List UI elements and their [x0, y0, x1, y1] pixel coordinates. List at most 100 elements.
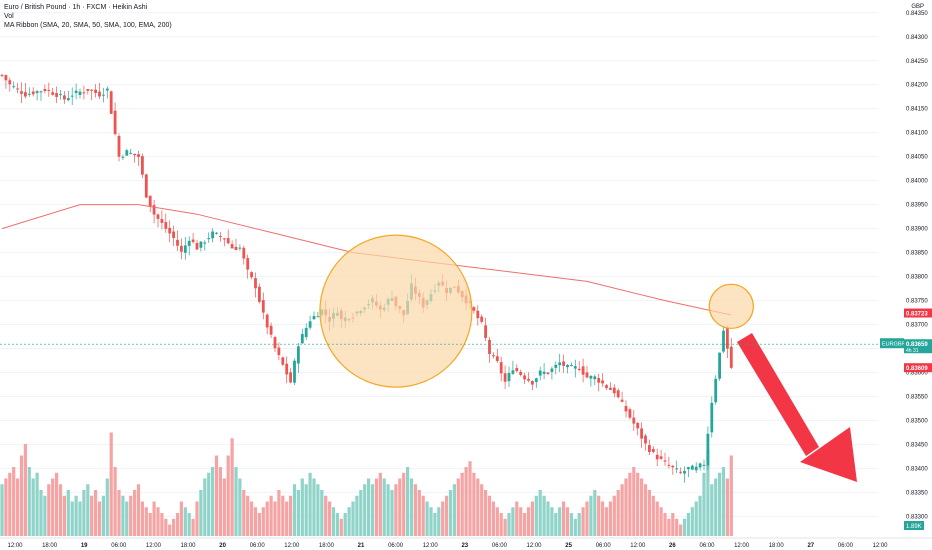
candle-body — [195, 242, 199, 250]
time-tick-label: 12:00 — [284, 543, 300, 549]
candle-body — [538, 370, 542, 376]
volume-bar — [355, 495, 359, 536]
currency-label: GBP — [911, 4, 924, 10]
candle-body — [250, 272, 253, 278]
volume-bar — [565, 507, 570, 536]
volume-bar — [417, 490, 421, 536]
symbol-tag-label: EURGBP — [882, 342, 906, 348]
volume-bar — [402, 472, 406, 536]
price-tick-label: 0.84200 — [906, 83, 928, 89]
volume-bar — [581, 507, 585, 536]
candle-body — [191, 239, 195, 243]
volume-bar — [725, 478, 729, 536]
volume-bar — [86, 484, 90, 536]
volume-bar — [468, 461, 472, 536]
consolidation-highlight — [319, 234, 473, 388]
volume-bar — [706, 449, 710, 536]
candle-body — [215, 232, 218, 234]
volume-bar — [569, 513, 573, 536]
candle-body — [273, 337, 277, 349]
candle-body — [176, 239, 179, 246]
candle-body — [246, 258, 250, 270]
candle-body — [687, 467, 690, 470]
candle-body — [694, 466, 698, 471]
time-tick-label: 18:00 — [180, 543, 196, 549]
volume-bar — [152, 501, 156, 536]
volume-bar — [429, 507, 433, 536]
candle-body — [82, 92, 86, 94]
candle-body — [27, 93, 31, 95]
volume-bar — [281, 495, 285, 536]
candle-body — [659, 456, 663, 459]
down-arrow-shaft — [737, 333, 819, 456]
candle-body — [550, 368, 554, 372]
candle-body — [297, 346, 300, 364]
volume-bar — [526, 507, 531, 536]
volume-bar — [179, 501, 183, 536]
volume-bar — [597, 495, 601, 536]
volume-bar — [82, 490, 86, 536]
candle-body — [648, 445, 651, 452]
candle-body — [554, 364, 558, 368]
candle-body — [78, 91, 82, 95]
volume-bar — [273, 501, 277, 536]
volume-bar — [23, 444, 27, 536]
candle-body — [515, 367, 519, 372]
candle-body — [242, 247, 246, 259]
time-axis[interactable]: 12:00 18:00 19 06:00 12:00 18:00 20 06:00 12:00 1… — [0, 537, 932, 549]
volume-bar — [367, 478, 371, 536]
volume-bar — [211, 467, 215, 536]
price-tick-label: 0.83900 — [906, 227, 928, 233]
price-tick-label: 0.84150 — [906, 107, 928, 113]
candle-body — [222, 238, 226, 240]
candle-body — [671, 465, 675, 468]
candle-body — [472, 307, 476, 311]
volume-bar — [460, 472, 464, 536]
price-axis[interactable]: 0.84350 0.84300 0.84250 0.84200 0.84150 0.841… — [906, 11, 928, 521]
price-tick-label: 0.84250 — [906, 59, 928, 65]
price-tick-label: 0.83500 — [906, 418, 928, 424]
volume-bar — [164, 518, 168, 536]
price-tick-label: 0.84050 — [906, 155, 928, 161]
price-tick-label: 0.84350 — [906, 11, 928, 17]
volume-bar — [421, 495, 425, 536]
candle-body — [254, 278, 257, 289]
candle-body — [511, 370, 515, 374]
volume-bar — [55, 472, 59, 536]
volume-bar — [441, 501, 445, 536]
volume-bar — [503, 518, 507, 536]
volume-bar — [277, 490, 281, 536]
volume-bar — [659, 507, 663, 536]
candle-body — [612, 387, 616, 394]
candle-body — [261, 300, 265, 313]
price-tick-label: 0.83750 — [906, 299, 928, 305]
candle-body — [141, 156, 144, 175]
candle-body — [164, 222, 168, 229]
candle-body — [265, 314, 269, 328]
volume-bar — [12, 467, 16, 536]
ma-ribbon-legend[interactable]: MA Ribbon (SMA, 20, SMA, 50, SMA, 100, E… — [4, 22, 172, 29]
price-tag-countdown: 4h 31 — [906, 348, 919, 354]
candle-body — [4, 75, 8, 81]
time-tick-label: 06:00 — [699, 543, 715, 549]
volume-bar — [448, 490, 453, 536]
candle-body — [47, 89, 51, 91]
volume-bar — [604, 507, 609, 536]
candle-body — [285, 363, 289, 375]
symbol-title[interactable]: Euro / British Pound · 1h · FXCM · Heiki… — [4, 4, 148, 11]
time-tick-label: 25 — [565, 543, 572, 549]
candle-body — [152, 205, 156, 215]
volume-legend[interactable]: Vol — [4, 13, 14, 20]
volume-bar — [476, 478, 480, 536]
candle-body — [281, 357, 285, 365]
candle-body — [585, 372, 589, 378]
candle-body — [121, 156, 125, 158]
volume-bar — [363, 484, 367, 536]
candle-body — [702, 464, 706, 466]
volume-bar — [292, 484, 297, 536]
symbol-tag — [880, 338, 904, 349]
volume-bar — [133, 490, 137, 536]
price-tick-label: 0.83550 — [906, 395, 928, 401]
time-tick-label: 18:00 — [42, 543, 58, 549]
